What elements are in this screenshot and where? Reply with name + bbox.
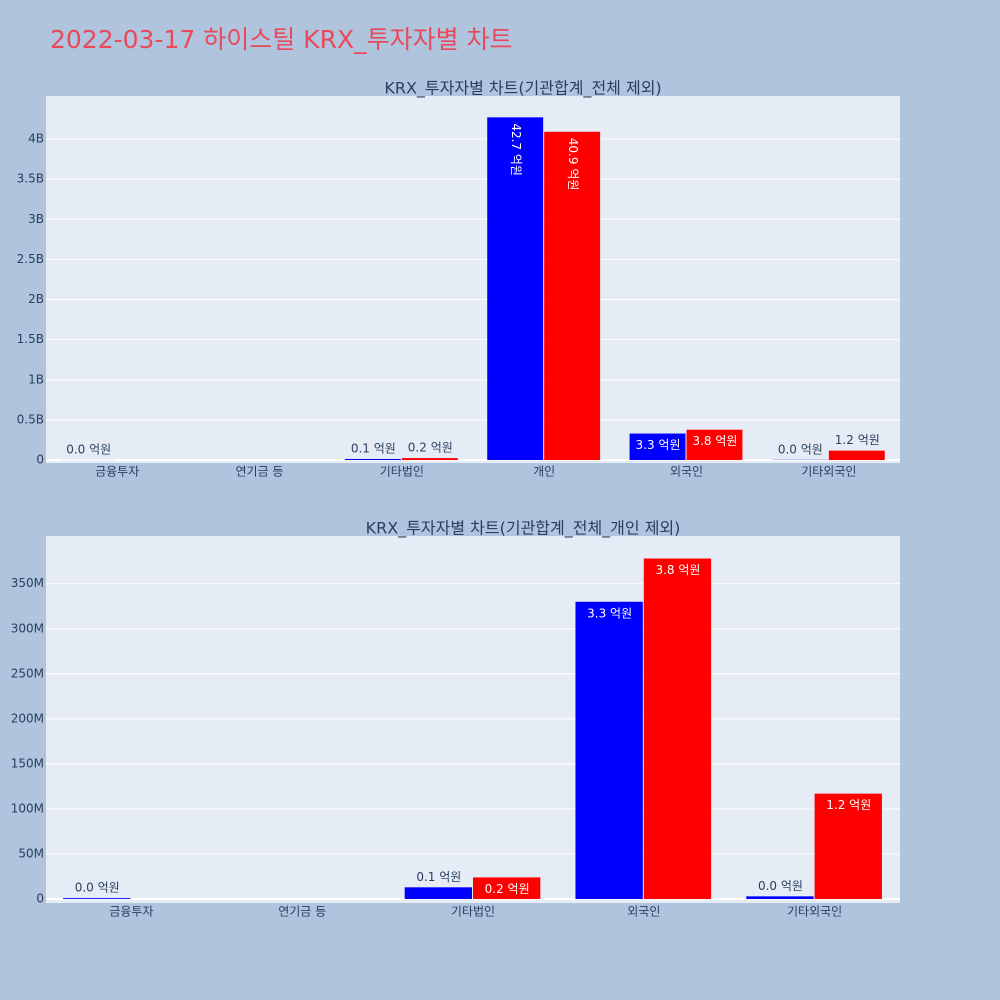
plot-area — [46, 96, 900, 463]
data-label: 0.0 억원 — [758, 879, 803, 893]
data-label: 3.3 억원 — [636, 438, 681, 452]
data-label: 0.0 억원 — [66, 442, 111, 456]
y-tick-label: 0 — [36, 892, 44, 906]
x-tick-label: 금융투자 — [95, 465, 139, 479]
bar — [643, 558, 712, 900]
x-tick-label: 기타법인 — [380, 465, 424, 479]
x-tick-label: 연기금 등 — [278, 905, 326, 919]
x-tick-label: 개인 — [533, 465, 555, 479]
y-tick-label: 1.5B — [17, 332, 44, 346]
x-tick-label: 연기금 등 — [236, 465, 284, 479]
data-label: 0.2 억원 — [485, 882, 530, 896]
x-tick-label: 기타외국인 — [801, 465, 856, 479]
y-tick-label: 350M — [11, 576, 44, 590]
chart-title: KRX_투자자별 차트(기관합계_전체 제외) — [384, 79, 661, 99]
bar — [487, 117, 544, 461]
x-tick-label: 외국인 — [670, 465, 703, 479]
bar — [63, 898, 131, 900]
y-tick-label: 250M — [11, 666, 44, 680]
bar — [814, 793, 882, 900]
y-tick-label: 2.5B — [17, 252, 44, 266]
plot-area — [46, 536, 900, 903]
bar — [828, 450, 885, 461]
y-tick-label: 150M — [11, 756, 44, 770]
data-label: 3.3 억원 — [587, 606, 632, 620]
data-label: 0.0 억원 — [778, 442, 823, 456]
data-label: 1.2 억원 — [826, 798, 871, 812]
y-tick-label: 3.5B — [17, 172, 44, 186]
y-tick-label: 100M — [11, 801, 44, 815]
x-tick-label: 외국인 — [627, 905, 660, 919]
y-tick-label: 200M — [11, 711, 44, 725]
y-tick-label: 3B — [28, 212, 44, 226]
data-label: 0.1 억원 — [351, 441, 396, 455]
data-label: 40.9 억원 — [566, 138, 580, 191]
bar — [686, 429, 743, 461]
y-tick-label: 300M — [11, 621, 44, 635]
x-tick-label: 금융투자 — [109, 905, 153, 919]
data-label: 3.8 억원 — [692, 434, 737, 448]
y-tick-label: 0.5B — [17, 412, 44, 426]
y-tick-label: 2B — [28, 292, 44, 306]
bar — [401, 458, 458, 461]
page-title: 2022-03-17 하이스틸 KRX_투자자별 차트 — [50, 25, 513, 54]
x-tick-label: 기타법인 — [451, 905, 495, 919]
bar — [544, 131, 601, 461]
bar — [575, 601, 643, 900]
y-tick-label: 4B — [28, 132, 44, 146]
data-label: 0.2 억원 — [408, 441, 453, 455]
data-label: 0.0 억원 — [75, 881, 120, 895]
y-tick-label: 50M — [18, 846, 44, 860]
data-label: 3.8 억원 — [655, 563, 700, 577]
data-label: 0.1 억원 — [416, 870, 461, 884]
bar — [473, 877, 541, 900]
chart-title: KRX_투자자별 차트(기관합계_전체_개인 제외) — [366, 519, 681, 539]
data-label: 42.7 억원 — [509, 123, 523, 176]
bar — [629, 433, 686, 461]
bar — [404, 887, 472, 900]
data-label: 1.2 억원 — [835, 433, 880, 447]
bar — [746, 896, 814, 900]
x-tick-label: 기타외국인 — [787, 905, 842, 919]
y-tick-label: 0 — [36, 453, 44, 467]
y-tick-label: 1B — [28, 372, 44, 386]
bar — [344, 458, 401, 461]
